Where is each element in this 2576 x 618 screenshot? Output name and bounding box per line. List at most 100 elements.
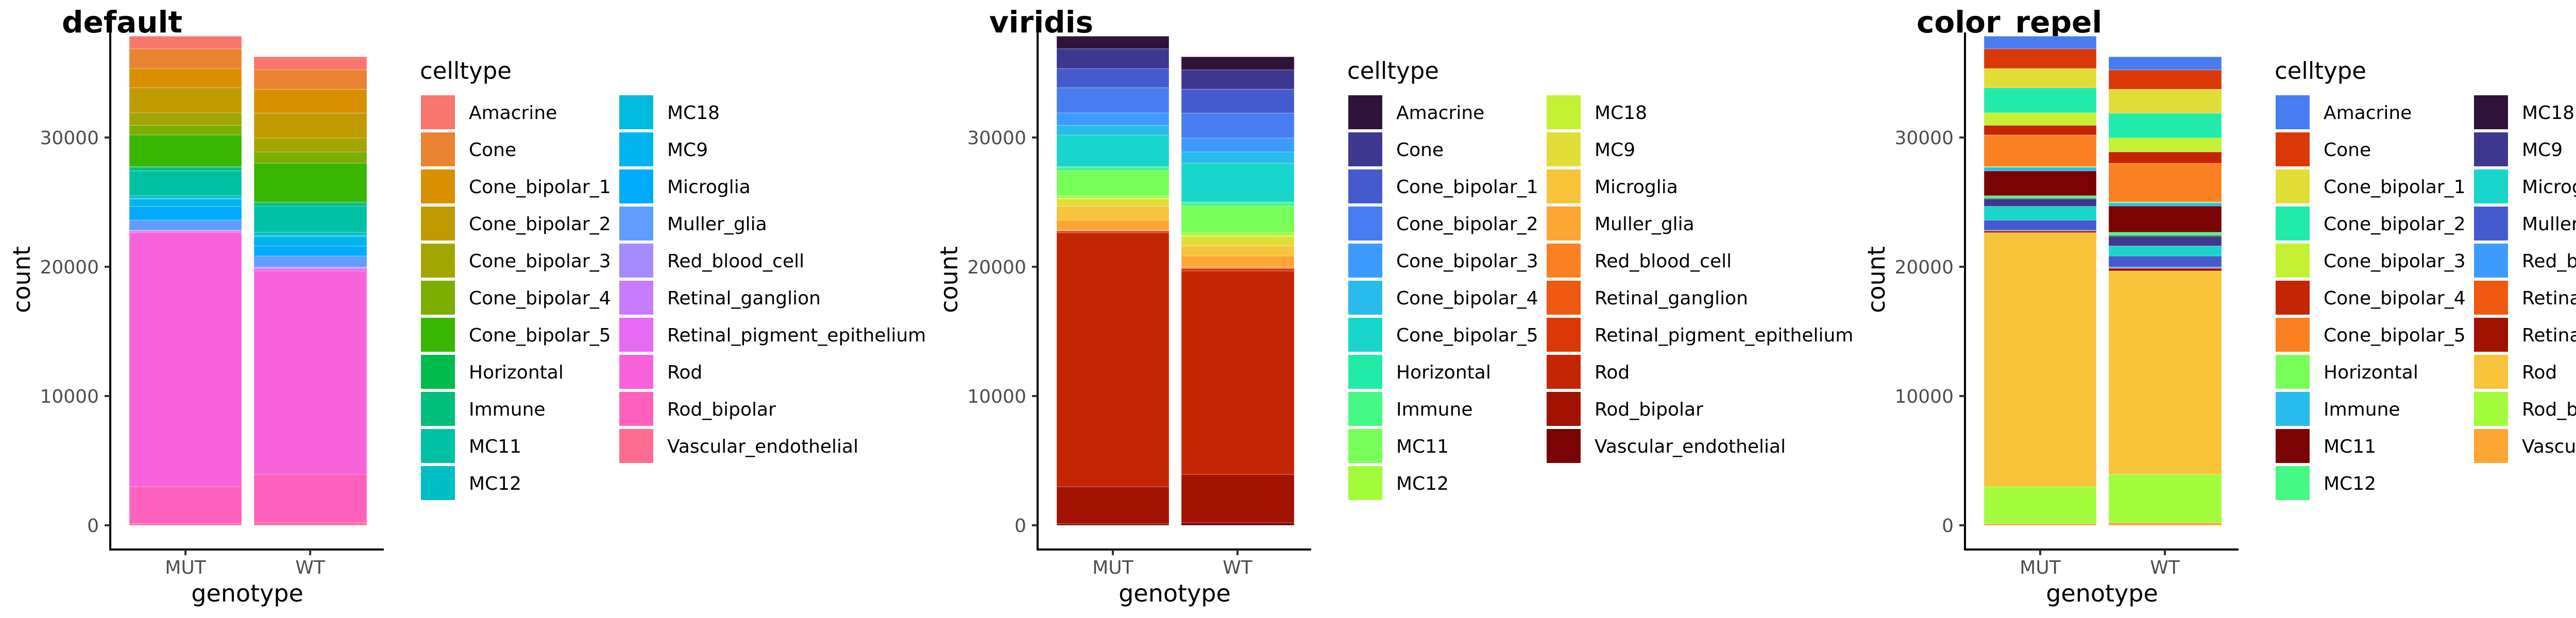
bar-segment-wt-cone <box>253 70 367 90</box>
y-axis-title: count <box>935 246 963 313</box>
legend-label: Immune <box>2324 399 2400 420</box>
bar-segment-wt-cone-bipolar-1 <box>2108 89 2222 114</box>
bar-segment-mut-cone-bipolar-1 <box>1984 68 2097 88</box>
legend-item-mc12: MC12 <box>1348 466 1449 500</box>
bar-segment-mut-cone-bipolar-1 <box>129 68 242 88</box>
legend-key <box>1348 95 1382 129</box>
x-axis-title: genotype <box>2046 579 2158 607</box>
legend-key <box>1547 355 1581 389</box>
legend-item-cone: Cone <box>2276 132 2371 166</box>
legend-key <box>421 318 455 352</box>
y-tick-label: 10000 <box>967 386 1026 407</box>
bar-segment-mut-cone-bipolar-2 <box>1056 87 1170 113</box>
legend-key <box>2276 132 2310 166</box>
bar-segment-wt-retinal-pigment-epithelium <box>2108 268 2222 271</box>
legend-item-rod-bipolar: Rod_bipolar <box>619 392 776 426</box>
bar-segment-mut-rod <box>129 232 242 487</box>
bar-segment-mut-amacrine <box>1056 36 1170 49</box>
legend-key <box>1348 429 1382 463</box>
bar-segment-wt-rod-bipolar <box>253 474 367 523</box>
legend-label: Cone_bipolar_2 <box>1396 214 1538 235</box>
bar-segment-wt-cone-bipolar-2 <box>2108 113 2222 139</box>
bar-segment-wt-retinal-pigment-epithelium <box>1181 268 1295 271</box>
legend-key <box>1348 281 1382 315</box>
legend-label: Vascular_endothelial <box>1595 436 1786 457</box>
legend-key <box>421 169 455 203</box>
legend-key <box>2276 429 2310 463</box>
legend-title: celltype <box>420 57 512 84</box>
bar-segment-mut-cone-bipolar-4 <box>129 125 242 135</box>
bar-segment-wt-amacrine <box>1181 56 1295 71</box>
legend-label: Red_blood_cell <box>1595 251 1732 272</box>
bar-segment-wt-cone-bipolar-1 <box>1181 89 1295 114</box>
legend-item-microglia: Microglia <box>619 169 751 203</box>
legend-key <box>619 392 653 426</box>
bar-segment-mut-mc9 <box>1984 198 2097 207</box>
chart-title: color_repel <box>1917 5 2102 40</box>
bar-stack-wt <box>253 56 367 526</box>
legend-key <box>421 95 455 129</box>
legend-item-cone-bipolar-3: Cone_bipolar_3 <box>421 244 611 278</box>
legend-key <box>1348 318 1382 352</box>
bar-segment-mut-cone-bipolar-5 <box>1056 134 1170 167</box>
bar-segment-mut-red-blood-cell <box>1984 230 2097 231</box>
legend-label: Cone_bipolar_2 <box>469 214 611 235</box>
legend-item-microglia: Microglia <box>2474 169 2576 203</box>
bar-segment-wt-cone-bipolar-3 <box>253 138 367 152</box>
legend-label: Muller_glia <box>1595 214 1694 235</box>
legend-key <box>619 132 653 166</box>
bar-segment-wt-microglia <box>1181 246 1295 256</box>
bar-segment-wt-muller-glia <box>1181 255 1295 267</box>
legend-key <box>2474 207 2508 241</box>
legend-label: Cone_bipolar_5 <box>469 325 611 346</box>
legend-item-mc12: MC12 <box>2276 466 2376 500</box>
legend-key <box>421 207 455 241</box>
legend-item-mc18: MC18 <box>1547 95 1647 129</box>
legend-label: MC11 <box>469 436 521 457</box>
legend-label: Cone <box>2324 140 2371 161</box>
legend-item-muller-glia: Muller_glia <box>2474 207 2576 241</box>
bar-segment-wt-vascular-endothelial <box>2108 522 2222 526</box>
legend-item-mc12: MC12 <box>421 466 521 500</box>
bar-segment-mut-cone-bipolar-3 <box>129 112 242 126</box>
legend-item-mc18: MC18 <box>2474 95 2574 129</box>
legend-label: Retinal_pigment_epithelium <box>1595 325 1853 346</box>
legend-key <box>619 318 653 352</box>
legend-key <box>421 132 455 166</box>
bar-segment-mut-immune <box>1984 167 2097 171</box>
bar-segment-wt-mc12 <box>253 232 367 236</box>
legend-label: Cone_bipolar_3 <box>2324 251 2466 272</box>
legend-item-rod: Rod <box>619 355 702 389</box>
legend-item-mc11: MC11 <box>1348 429 1449 463</box>
legend-label: Horizontal <box>469 362 564 383</box>
legend-item-cone-bipolar-1: Cone_bipolar_1 <box>1348 169 1538 203</box>
x-axis-title: genotype <box>1118 579 1231 607</box>
legend-label: MC9 <box>667 140 708 161</box>
legend-key <box>1348 466 1382 500</box>
legend-item-cone: Cone <box>421 132 516 166</box>
legend-label: Horizontal <box>1396 362 1491 383</box>
legend-item-amacrine: Amacrine <box>2276 95 2412 129</box>
legend-label: Retinal_ganglion <box>1595 288 1748 309</box>
y-tick-label: 30000 <box>967 128 1026 149</box>
x-tick-label: MUT <box>1092 557 1133 578</box>
legend-label: MC18 <box>2522 102 2574 124</box>
bar-segment-mut-muller-glia <box>1984 219 2097 231</box>
legend-key <box>1547 318 1581 352</box>
legend-key <box>421 466 455 500</box>
legend-item-cone-bipolar-1: Cone_bipolar_1 <box>2276 169 2466 203</box>
bar-segment-mut-red-blood-cell <box>1056 230 1170 231</box>
bar-segment-mut-cone-bipolar-2 <box>1984 87 2097 113</box>
legend-item-horizontal: Horizontal <box>2276 355 2418 389</box>
legend-key <box>2276 355 2310 389</box>
bar-stack-wt <box>2108 56 2222 526</box>
legend-item-cone-bipolar-4: Cone_bipolar_4 <box>1348 281 1538 315</box>
y-tick-label: 10000 <box>40 386 99 407</box>
legend-key <box>619 429 653 463</box>
legend-key <box>2276 207 2310 241</box>
bar-segment-mut-cone-bipolar-3 <box>1056 112 1170 126</box>
legend-key <box>2474 429 2508 463</box>
legend-item-red-blood-cell: Red_blood_cell <box>1547 244 1732 278</box>
legend-key <box>421 281 455 315</box>
